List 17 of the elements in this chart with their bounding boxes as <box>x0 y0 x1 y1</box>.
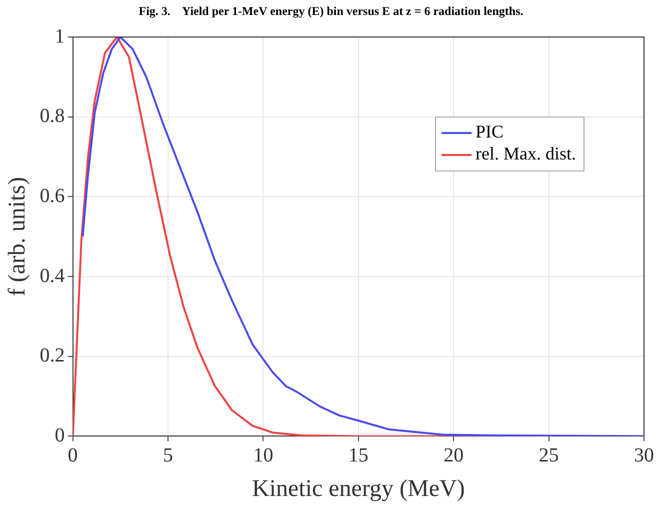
x-tick-label: 10 <box>253 444 274 466</box>
legend-label: rel. Max. dist. <box>476 144 576 164</box>
x-axis-title: Kinetic energy (MeV) <box>252 476 465 502</box>
y-tick-label: 0.8 <box>40 105 65 128</box>
x-tick-label: 15 <box>348 444 368 466</box>
x-tick-label: 20 <box>444 444 464 466</box>
y-axis-title: f (arb. units) <box>4 176 31 296</box>
legend-label: PIC <box>476 122 504 142</box>
x-tick-label: 30 <box>634 444 654 466</box>
x-tick-label: 5 <box>163 444 173 466</box>
y-tick-label: 0.6 <box>40 184 65 207</box>
y-tick-label: 0 <box>54 424 65 446</box>
y-tick-label: 0.4 <box>40 264 65 287</box>
chart-title: Fig. 3. Yield per 1-MeV energy (E) bin versus E at z = 6 radiation lengths. <box>138 3 524 20</box>
y-tick-label: 1 <box>54 25 65 48</box>
x-tick-label: 25 <box>538 444 559 466</box>
y-tick-label: 0.2 <box>40 344 65 367</box>
